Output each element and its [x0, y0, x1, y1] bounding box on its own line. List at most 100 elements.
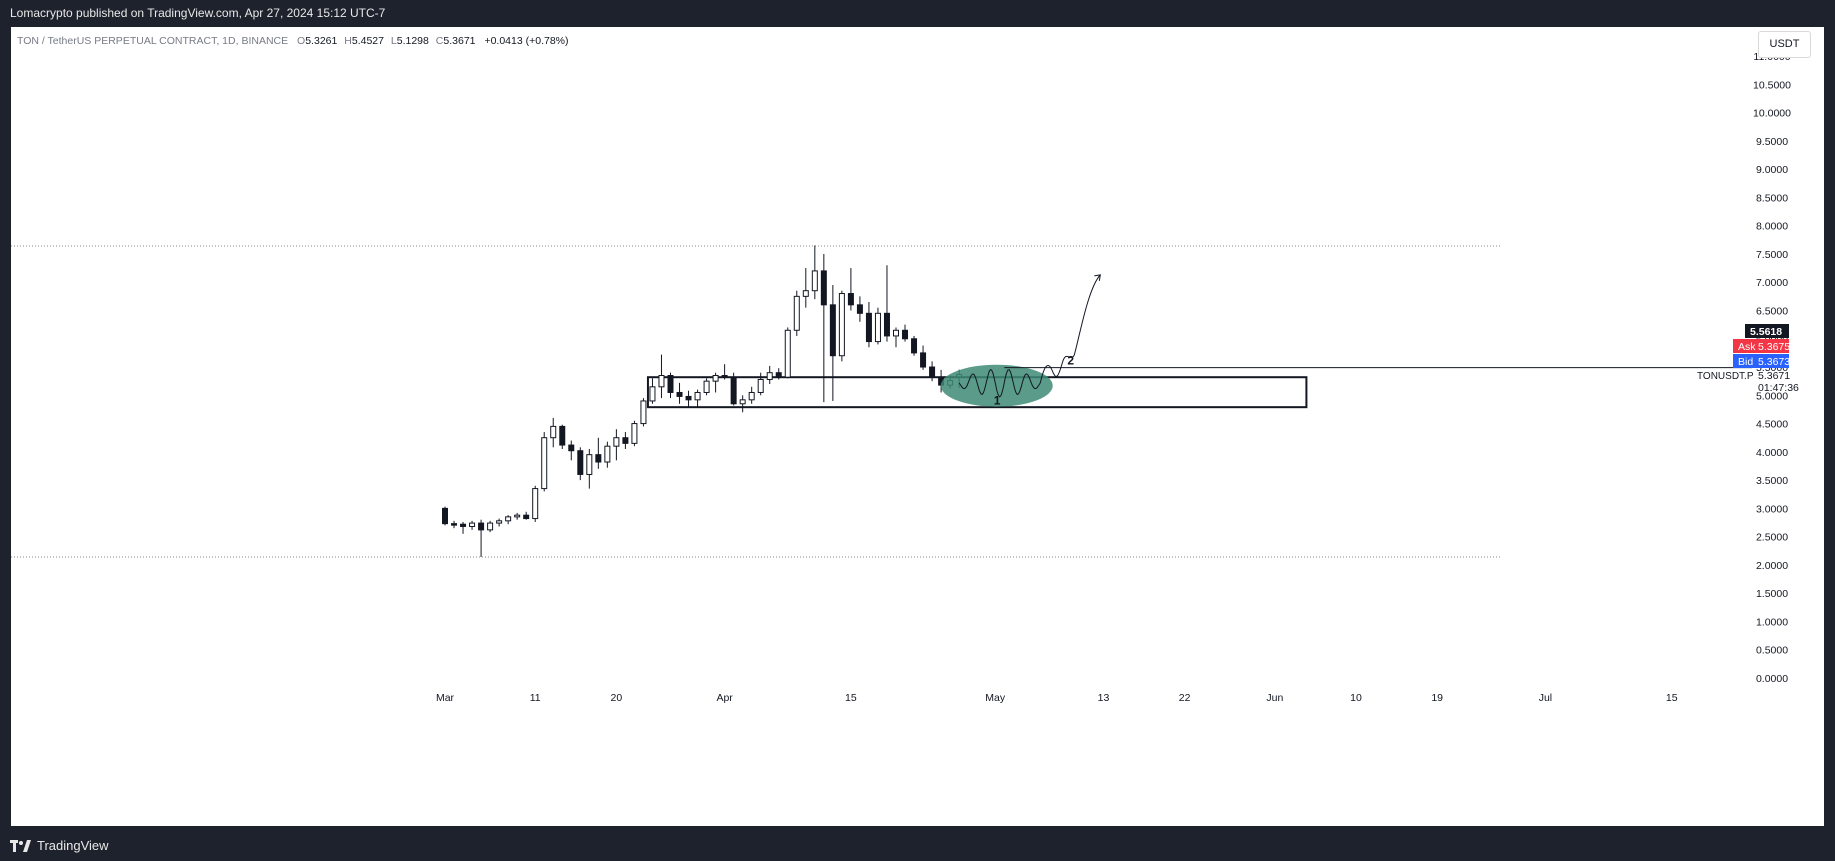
candle — [622, 432, 629, 450]
candle-body — [568, 444, 575, 452]
high-tag-bg — [1745, 324, 1789, 338]
candle — [667, 372, 674, 399]
y-tick-label: 5.0000 — [1756, 390, 1788, 402]
candle-body — [667, 375, 674, 393]
currency-selector[interactable]: USDT — [1758, 31, 1811, 58]
candle — [856, 296, 863, 322]
x-tick-label: 13 — [1098, 692, 1110, 704]
candle-body — [838, 293, 845, 357]
candle-body — [703, 380, 710, 393]
candle-body — [893, 329, 899, 337]
candle-body — [532, 488, 539, 520]
candle — [712, 372, 719, 393]
candle-body — [820, 270, 827, 306]
candle — [676, 382, 683, 404]
candle-body — [847, 293, 854, 306]
ask-price: 5.3675 — [1758, 341, 1790, 353]
candle-body — [802, 290, 809, 297]
x-tick-label: 15 — [845, 692, 857, 704]
candle-body — [523, 514, 530, 520]
candle — [649, 378, 656, 404]
candle — [874, 307, 881, 345]
candle-body — [784, 329, 791, 378]
candle — [631, 420, 638, 447]
bid-tag-bg — [1733, 354, 1789, 368]
price-tags: 5.5618 Ask 5.3675 Bid 5.3673 TONUSDT.P 5… — [1697, 324, 1799, 394]
bid-label: Bid — [1738, 356, 1753, 368]
candle — [559, 424, 566, 450]
candle — [442, 506, 448, 526]
x-tick-label: 15 — [1666, 692, 1678, 704]
candle — [757, 372, 764, 396]
legend-low: 5.1298 — [397, 35, 429, 47]
candle-body — [622, 437, 629, 444]
annotation-label-1: 1 — [994, 394, 1001, 408]
chart-area[interactable]: 0.0000 0.5000 1.0000 1.5000 2.0000 2.5000 3.00… — [11, 27, 1824, 826]
legend-open: 5.3261 — [305, 35, 337, 47]
y-tick-label: 8.0000 — [1756, 221, 1788, 233]
candle — [775, 368, 782, 380]
candle-body — [929, 366, 936, 378]
candle — [451, 520, 458, 529]
x-tick-label: 11 — [530, 692, 541, 704]
y-tick-label: 9.5000 — [1756, 136, 1788, 148]
y-tick-label: 6.5000 — [1756, 305, 1788, 317]
candle-body — [902, 329, 909, 340]
candle — [532, 485, 539, 522]
wave-path[interactable] — [958, 369, 1041, 398]
legend-c-label: C — [436, 35, 444, 47]
candle-body — [631, 423, 638, 444]
y-tick-label: 1.5000 — [1756, 588, 1788, 600]
y-tick-label: 4.5000 — [1756, 419, 1788, 431]
x-tick-label: Jun — [1266, 692, 1283, 704]
candle-body — [685, 395, 692, 401]
x-tick-label: Mar — [436, 692, 455, 704]
candle — [784, 327, 791, 379]
y-tick-label: 8.5000 — [1756, 192, 1788, 204]
price-chart[interactable]: 0.0000 0.5000 1.0000 1.5000 2.0000 2.5000 3.00… — [11, 27, 1824, 826]
candle — [541, 432, 548, 492]
candle-body — [811, 270, 818, 292]
candle — [911, 335, 918, 356]
candle-body — [658, 375, 665, 388]
x-tick-label: 20 — [611, 692, 623, 704]
candle — [595, 437, 602, 469]
candle-body — [595, 454, 602, 463]
x-tick-label: Jul — [1539, 692, 1552, 704]
candle — [694, 389, 701, 408]
candle-body — [856, 304, 863, 314]
candle-body — [640, 400, 647, 425]
y-tick-label: 2.5000 — [1756, 532, 1788, 544]
bid-price: 5.3673 — [1758, 356, 1790, 368]
candle-body — [496, 520, 503, 524]
y-tick-label: 7.5000 — [1756, 249, 1788, 261]
x-tick-label: 10 — [1350, 692, 1362, 704]
candle-body — [748, 391, 755, 401]
candle — [793, 290, 800, 336]
candle — [838, 290, 845, 362]
candle — [523, 511, 530, 520]
horizontal-levels — [11, 245, 1502, 558]
legend-o-label: O — [297, 35, 305, 47]
last-price: 5.3671 — [1758, 370, 1790, 382]
y-tick-label: 0.5000 — [1756, 645, 1788, 657]
candle-body — [478, 522, 485, 531]
candle-body — [514, 514, 521, 518]
candle — [568, 440, 575, 461]
candle — [721, 364, 728, 380]
price-axis[interactable]: 0.0000 0.5000 1.0000 1.5000 2.0000 2.5000 3.00… — [1753, 51, 1791, 685]
candle-body — [469, 522, 476, 527]
time-axis[interactable]: Mar 11 20 Apr 15 May 13 22 Jun 10 19 Jul 15 — [436, 692, 1678, 704]
projection-path[interactable] — [1039, 274, 1101, 383]
tradingview-logo[interactable]: TradingView — [10, 838, 109, 853]
candle — [478, 519, 485, 558]
candle-body — [874, 312, 881, 343]
candle — [577, 447, 584, 481]
ask-label: Ask — [1738, 341, 1756, 353]
y-tick-label: 1.0000 — [1756, 616, 1788, 628]
drawings-group[interactable] — [940, 274, 1752, 407]
candle — [505, 515, 512, 525]
candle — [811, 245, 818, 300]
candle-body — [694, 391, 701, 401]
candle-body — [559, 425, 566, 446]
